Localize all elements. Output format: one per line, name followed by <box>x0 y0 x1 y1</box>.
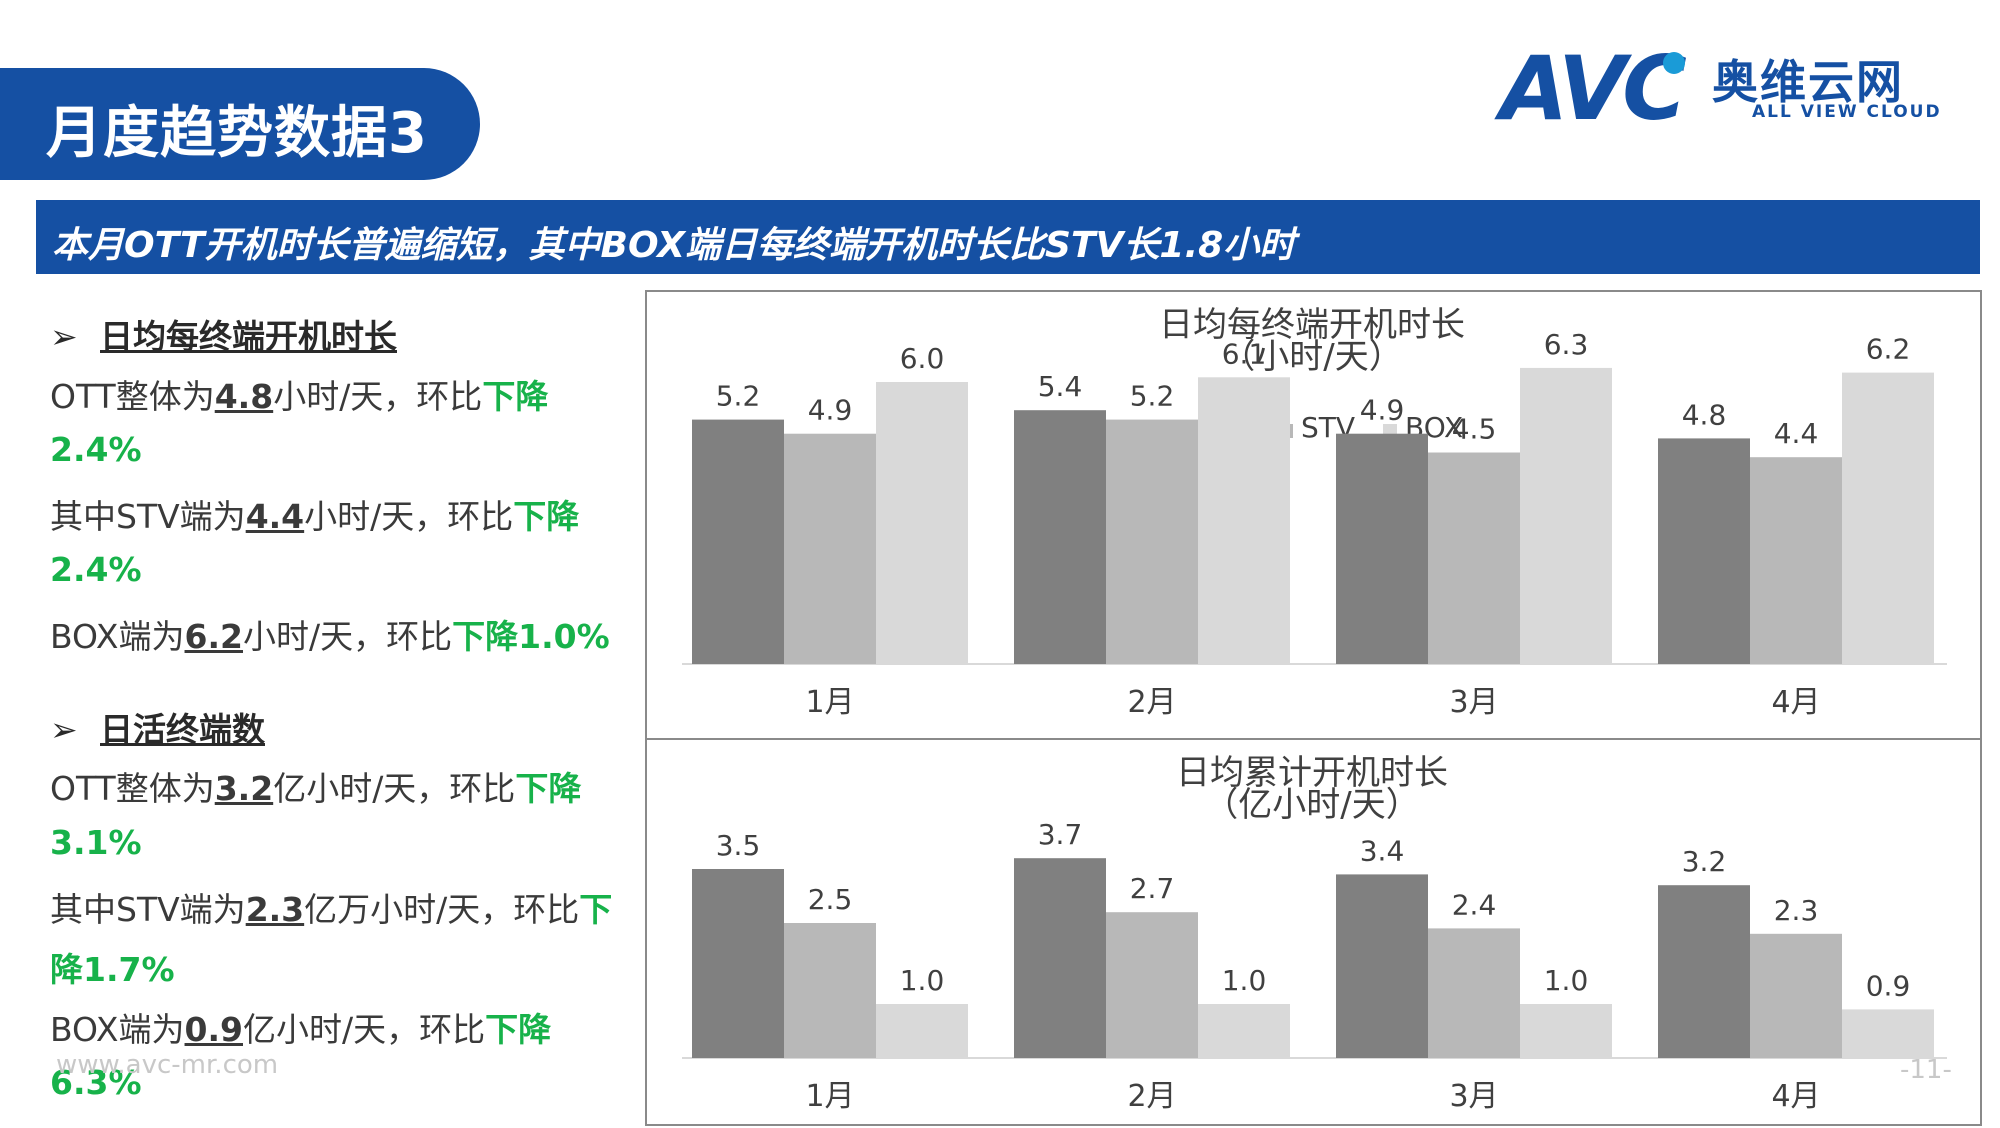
summary-line: 6.3% <box>50 1063 142 1102</box>
bar-stv <box>1750 933 1842 1058</box>
data-label: 2.7 <box>1130 872 1175 905</box>
data-label: 5.2 <box>1130 380 1175 413</box>
data-label: 5.2 <box>716 380 761 413</box>
logo-dot-icon <box>1663 52 1685 74</box>
summary-line: OTT整体为4.8小时/天，环比下降 <box>50 377 549 416</box>
bar-box <box>1842 1009 1934 1058</box>
bar-stv <box>1106 912 1198 1058</box>
data-label: 4.9 <box>1360 394 1405 427</box>
section-heading-duration: ➢ 日均每终端开机时长 <box>50 310 397 358</box>
summary-line: BOX端为0.9亿小时/天，环比下降 <box>50 1010 552 1049</box>
data-label: 3.7 <box>1038 818 1083 851</box>
data-label: 2.5 <box>808 883 853 916</box>
chart-cumulative-duration: 日均累计开机时长（亿小时/天） 3.5 2.5 1.0 1月 3.7 2.7 1.0 2月 3.4… <box>682 753 1947 1114</box>
title-pill: 月度趋势数据3 <box>0 68 480 180</box>
page-number: -11- <box>1900 1055 1952 1085</box>
bar-stv <box>1750 457 1842 664</box>
chart-per-terminal-duration: 日均每终端开机时长（小时/天）OTTSTVBOX5.24.96.01月5.45.… <box>682 305 1947 720</box>
bar-stv <box>1428 452 1520 664</box>
data-label: 3.2 <box>1682 845 1727 878</box>
section1-heading-text: 日均每终端开机时长 <box>100 317 397 356</box>
bar-stv <box>1428 928 1520 1058</box>
data-label: 3.4 <box>1360 834 1405 867</box>
category-label: 3月 <box>1449 685 1498 720</box>
category-label: 2月 <box>1127 685 1176 720</box>
data-label: 2.3 <box>1774 894 1819 927</box>
bar-box <box>1520 367 1612 664</box>
bar-stv <box>784 923 876 1058</box>
data-label: 4.9 <box>808 394 853 427</box>
summary-line: 其中STV端为4.4小时/天，环比下降 <box>50 497 580 536</box>
bar-box <box>1842 372 1934 664</box>
bar-box <box>876 1004 968 1058</box>
section2-heading-text: 日活终端数 <box>100 710 265 749</box>
logo-english-name: ALL VIEW CLOUD <box>1752 102 1942 122</box>
summary-line: 2.4% <box>50 430 142 469</box>
chart-title: 日均累计开机时长 <box>1176 753 1448 793</box>
chart-panel-cumulative: 日均累计开机时长 （亿小时/天） 3.5 2.5 1.0 1月 3.7 2.7 1.0 2月 3.4… <box>645 738 1982 1126</box>
bar-ott <box>1336 433 1428 664</box>
category-label: 1月 <box>805 1079 854 1114</box>
category-label: 2月 <box>1127 1079 1176 1114</box>
chart-panel-per-terminal: 日均每终端开机时长（小时/天）OTTSTVBOX5.24.96.01月5.45.… <box>645 290 1982 740</box>
category-label: 4月 <box>1771 1079 1820 1114</box>
bar-ott <box>692 869 784 1058</box>
data-label: 6.1 <box>1222 337 1267 370</box>
avc-logo: AVC 奥维云网 ALL VIEW CLOUD <box>1500 44 1960 134</box>
data-label: 1.0 <box>900 964 945 997</box>
data-label: 6.2 <box>1866 333 1911 366</box>
bar-box <box>1520 1004 1612 1058</box>
data-label: 2.4 <box>1452 888 1497 921</box>
data-label: 0.9 <box>1866 969 1911 1002</box>
summary-line: 其中STV端为2.3亿万小时/天，环比下 <box>50 890 613 929</box>
data-label: 6.3 <box>1544 328 1589 361</box>
bar-box <box>1198 377 1290 664</box>
data-label: 3.5 <box>716 829 761 862</box>
bar-ott <box>1336 874 1428 1058</box>
bar-box <box>1198 1004 1290 1058</box>
data-label: 1.0 <box>1222 964 1267 997</box>
category-label: 1月 <box>805 685 854 720</box>
bar-box <box>876 382 968 664</box>
data-label: 6.0 <box>900 342 945 375</box>
summary-line: 降1.7% <box>50 950 175 989</box>
summary-line: 3.1% <box>50 823 142 862</box>
chart-title: 日均每终端开机时长 <box>1159 305 1465 345</box>
bar-ott <box>1014 858 1106 1058</box>
bar-ott <box>1014 410 1106 664</box>
arrow-bullet-icon: ➢ <box>50 710 78 749</box>
bar-ott <box>1658 885 1750 1058</box>
logo-wordmark: AVC <box>1500 37 1687 140</box>
arrow-bullet-icon: ➢ <box>50 317 78 356</box>
summary-line: BOX端为6.2小时/天，环比下降1.0% <box>50 617 610 656</box>
bar-stv <box>1106 419 1198 664</box>
data-label: 1.0 <box>1544 964 1589 997</box>
chart-subtitle: （亿小时/天） <box>1204 785 1419 825</box>
data-label: 5.4 <box>1038 370 1083 403</box>
category-label: 4月 <box>1771 685 1820 720</box>
data-label: 4.5 <box>1452 413 1497 446</box>
section-heading-active: ➢ 日活终端数 <box>50 703 265 751</box>
footer-url: www.avc-mr.com <box>56 1050 279 1080</box>
headline-banner: 本月OTT开机时长普遍缩短，其中BOX端日每终端开机时长比STV长1.8小时 <box>36 200 1980 274</box>
headline-text: 本月OTT开机时长普遍缩短，其中BOX端日每终端开机时长比STV长1.8小时 <box>52 225 1296 266</box>
chart-subtitle: （小时/天） <box>1221 337 1402 377</box>
summary-line: OTT整体为3.2亿小时/天，环比下降 <box>50 769 582 808</box>
bar-stv <box>784 433 876 664</box>
logo-chinese-name: 奥维云网 <box>1712 55 1904 109</box>
data-label: 4.8 <box>1682 398 1727 431</box>
summary-line: 2.4% <box>50 550 142 589</box>
bar-ott <box>1658 438 1750 664</box>
data-label: 4.4 <box>1774 417 1819 450</box>
page-title: 月度趋势数据3 <box>46 101 428 166</box>
bar-ott <box>692 419 784 664</box>
category-label: 3月 <box>1449 1079 1498 1114</box>
